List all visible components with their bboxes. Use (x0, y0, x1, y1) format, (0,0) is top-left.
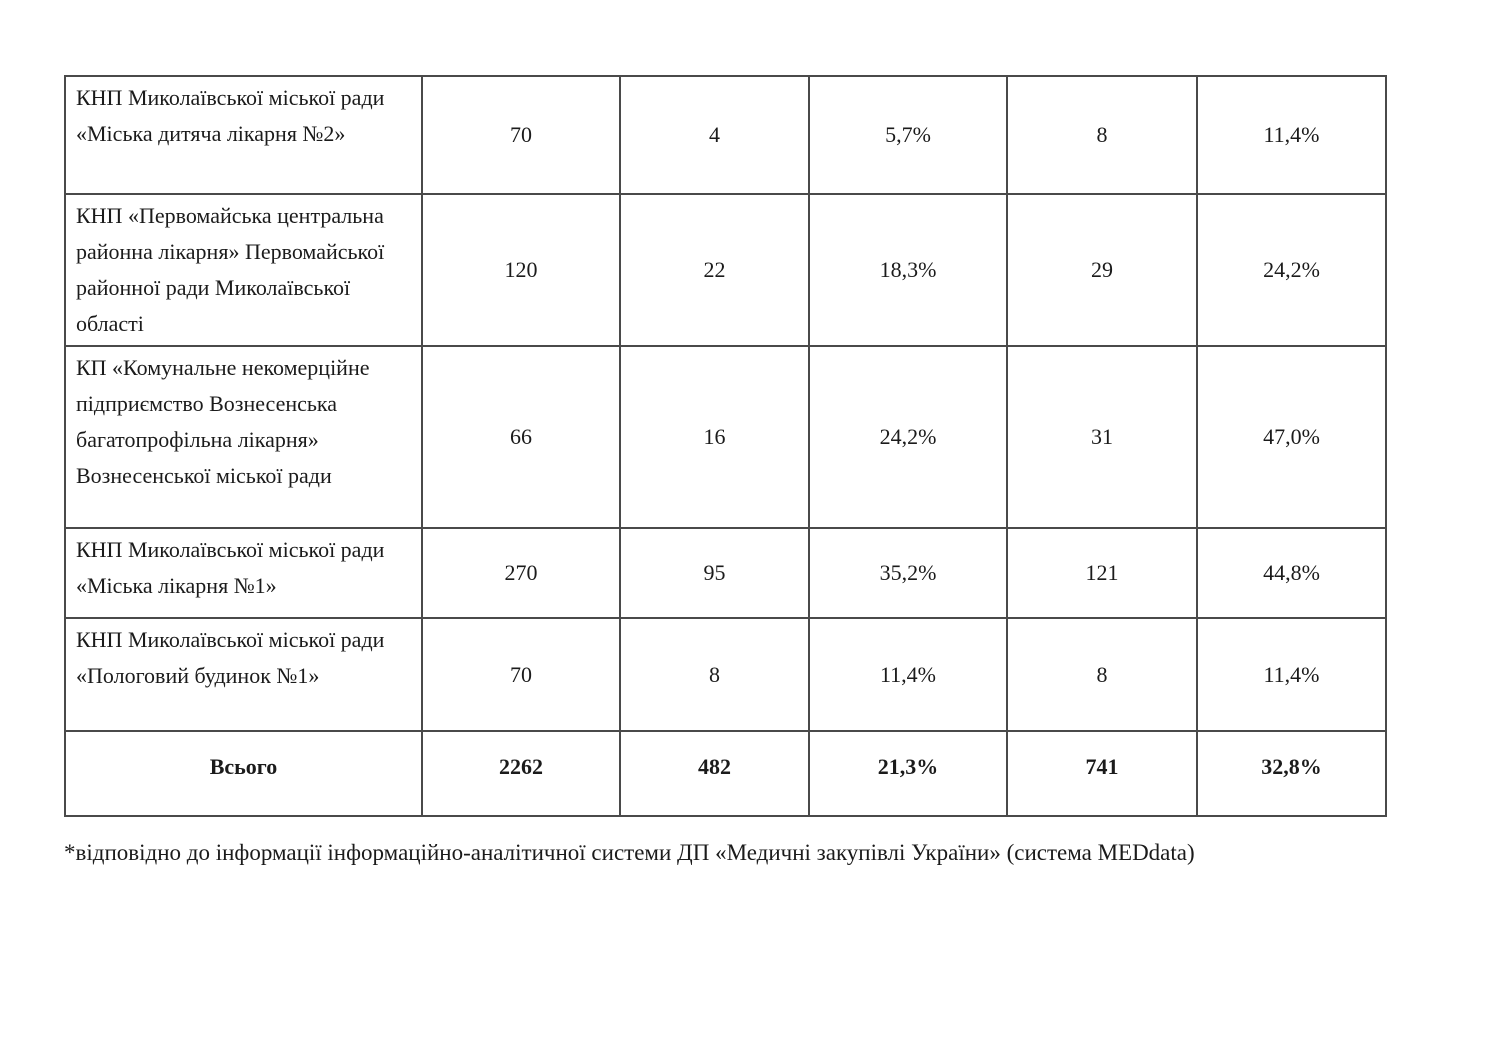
value-cell: 18,3% (808, 193, 1008, 347)
value-cell: 70 (421, 75, 621, 195)
value-cell: 29 (1006, 193, 1198, 347)
total-label-cell: Всього (64, 730, 423, 817)
value-cell: 44,8% (1196, 527, 1387, 619)
total-value-cell: 2262 (421, 730, 621, 817)
hospital-name-cell: КНП «Первомайська центральна районна лік… (64, 193, 423, 347)
value-cell: 31 (1006, 345, 1198, 529)
value-cell: 95 (619, 527, 810, 619)
value-cell: 22 (619, 193, 810, 347)
value-cell: 4 (619, 75, 810, 195)
value-cell: 11,4% (808, 617, 1008, 732)
value-cell: 66 (421, 345, 621, 529)
value-cell: 47,0% (1196, 345, 1387, 529)
total-value-cell: 482 (619, 730, 810, 817)
value-cell: 11,4% (1196, 617, 1387, 732)
value-cell: 270 (421, 527, 621, 619)
value-cell: 121 (1006, 527, 1198, 619)
footnote: *відповідно до інформації інформаційно-а… (64, 840, 1195, 865)
hospitals-indicator-table: КНП Миколаївської міської ради «Міська д… (64, 75, 1387, 817)
value-cell: 70 (421, 617, 621, 732)
value-cell: 24,2% (1196, 193, 1387, 347)
value-cell: 11,4% (1196, 75, 1387, 195)
table-row: КНП «Первомайська центральна районна лік… (64, 193, 1387, 347)
table-row: КНП Миколаївської міської ради «Міська л… (64, 527, 1387, 619)
hospital-name-cell: КНП Миколаївської міської ради «Міська д… (64, 75, 423, 195)
value-cell: 8 (619, 617, 810, 732)
total-value-cell: 21,3% (808, 730, 1008, 817)
value-cell: 8 (1006, 75, 1198, 195)
hospital-name-cell: КП «Комунальне некомерційне підприємство… (64, 345, 423, 529)
total-value-cell: 32,8% (1196, 730, 1387, 817)
value-cell: 24,2% (808, 345, 1008, 529)
value-cell: 16 (619, 345, 810, 529)
hospital-name-cell: КНП Миколаївської міської ради «Пологови… (64, 617, 423, 732)
value-cell: 120 (421, 193, 621, 347)
table-row: КНП Миколаївської міської ради «Пологови… (64, 617, 1387, 732)
total-row: Всього 2262 482 21,3% 741 32,8% (64, 730, 1387, 817)
value-cell: 8 (1006, 617, 1198, 732)
value-cell: 5,7% (808, 75, 1008, 195)
hospital-name-cell: КНП Миколаївської міської ради «Міська л… (64, 527, 423, 619)
value-cell: 35,2% (808, 527, 1008, 619)
table-row: КП «Комунальне некомерційне підприємство… (64, 345, 1387, 529)
total-value-cell: 741 (1006, 730, 1198, 817)
table-row: КНП Миколаївської міської ради «Міська д… (64, 75, 1387, 195)
